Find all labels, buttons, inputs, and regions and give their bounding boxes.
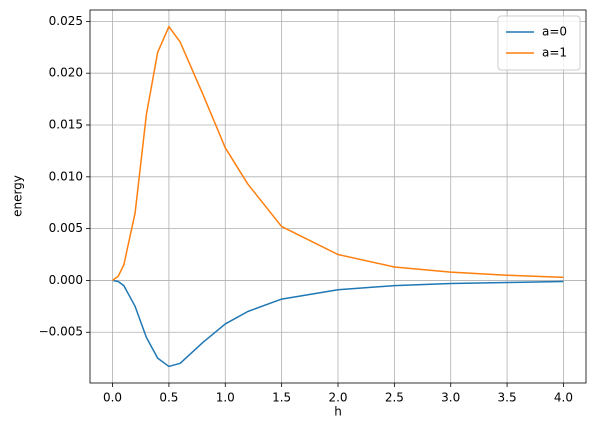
y-tick-label: 0.000	[49, 273, 83, 287]
x-tick-label: 1.0	[216, 391, 235, 405]
plot-frame	[89, 9, 587, 384]
legend-label: a=1	[542, 46, 567, 60]
x-tick-label: 2.5	[385, 391, 404, 405]
x-tick-label: 2.0	[328, 391, 347, 405]
line-series	[112, 25, 564, 282]
legend-label: a=0	[542, 25, 567, 39]
y-tick-label: 0.015	[49, 118, 83, 132]
x-tick-label: 0.5	[159, 391, 178, 405]
y-tick-label: −0.005	[39, 325, 83, 339]
x-tick-label: 3.5	[498, 391, 517, 405]
line-series	[112, 279, 564, 368]
y-tick-label: 0.010	[49, 169, 83, 183]
x-tick-label: 1.5	[272, 391, 291, 405]
x-tick-label: 0.0	[103, 391, 122, 405]
y-axis-label: energy	[11, 175, 25, 217]
legend-box	[497, 15, 581, 71]
x-axis-label: h	[334, 405, 342, 419]
x-tick-label: 3.0	[441, 391, 460, 405]
y-tick-label: 0.025	[49, 14, 83, 28]
x-tick-label: 4.0	[554, 391, 573, 405]
y-tick-label: 0.020	[49, 66, 83, 80]
y-tick-label: 0.005	[49, 221, 83, 235]
